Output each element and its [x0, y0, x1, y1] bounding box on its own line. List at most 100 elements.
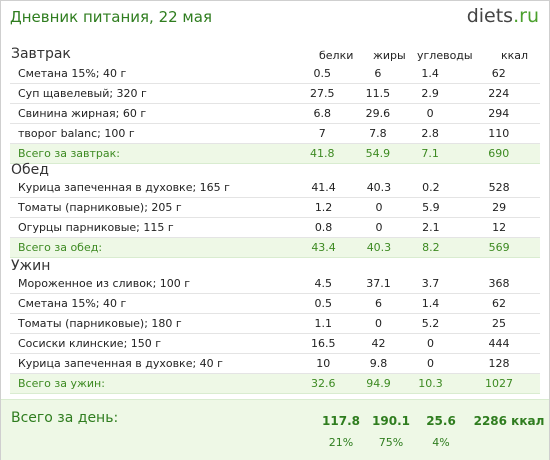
day-fat-percent: 75%: [378, 436, 404, 449]
table-row: Курица запеченная в духовке; 40 г 10 9.8…: [10, 353, 540, 374]
carbs-value: 5.2: [403, 313, 458, 334]
table-row: Суп щавелевый; 320 г 27.5 11.5 2.9 224: [10, 83, 540, 104]
logo-tld: .ru: [513, 5, 539, 27]
lunch-table: Курица запеченная в духовке; 165 г 41.4 …: [10, 178, 540, 258]
kcal-value: 12: [458, 217, 540, 238]
protein-value: 41.4: [292, 178, 355, 198]
kcal-value: 294: [457, 103, 540, 124]
fat-value: 0: [354, 217, 404, 238]
day-total-carbs: 25.6: [426, 414, 456, 428]
day-protein-percent: 21%: [328, 436, 354, 449]
table-row: Мороженное из сливок; 100 г 4.5 37.1 3.7…: [10, 274, 540, 294]
protein-value: 4.5: [292, 274, 355, 294]
table-row: Томаты (парниковые); 180 г 1.1 0 5.2 25: [10, 313, 540, 334]
total-fat: 94.9: [354, 373, 404, 394]
total-protein: 32.6: [292, 373, 355, 394]
kcal-value: 528: [458, 178, 540, 198]
protein-value: 0.5: [292, 293, 355, 314]
fat-value: 37.1: [354, 274, 404, 294]
site-logo[interactable]: diets.ru: [467, 5, 539, 27]
fat-value: 29.6: [353, 103, 403, 124]
carbs-value: 0: [402, 103, 458, 124]
day-carbs-percent: 4%: [432, 436, 450, 449]
kcal-value: 29: [458, 197, 540, 218]
day-total-kcal: 2286 ккал: [473, 414, 545, 428]
table-row: Сметана 15%; 40 г 0.5 6 1.4 62: [10, 64, 540, 84]
section-title-lunch: Обед: [11, 162, 49, 178]
total-protein: 43.4: [292, 237, 355, 258]
kcal-value: 224: [457, 83, 540, 104]
kcal-value: 62: [457, 64, 540, 84]
food-name: Суп щавелевый; 320 г: [10, 83, 292, 104]
carbs-value: 1.4: [402, 64, 458, 84]
fat-value: 11.5: [353, 83, 403, 104]
carbs-value: 5.9: [403, 197, 459, 218]
breakfast-table: Сметана 15%; 40 г 0.5 6 1.4 62 Суп щавел…: [10, 64, 540, 164]
table-row: Курица запеченная в духовке; 165 г 41.4 …: [10, 178, 540, 198]
carbs-value: 2.1: [403, 217, 459, 238]
section-total-row: Всего за завтрак: 41.8 54.9 7.1 690: [10, 143, 540, 164]
carbs-value: 0: [403, 353, 458, 374]
logo-main: diets: [466, 5, 514, 27]
column-header-kcal: ккал: [501, 49, 529, 62]
table-row: Сметана 15%; 40 г 0.5 6 1.4 62: [10, 293, 540, 314]
fat-value: 40.3: [354, 178, 404, 198]
total-carbs: 10.3: [403, 373, 458, 394]
total-label: Всего за ужин:: [10, 373, 293, 394]
protein-value: 16.5: [292, 333, 355, 354]
carbs-value: 1.4: [403, 293, 458, 314]
food-name: Сметана 15%; 40 г: [10, 64, 292, 84]
carbs-value: 2.8: [402, 123, 458, 144]
fat-value: 0: [354, 313, 404, 334]
kcal-value: 368: [457, 274, 540, 294]
food-name: творог balanc; 100 г: [10, 123, 292, 144]
fat-value: 42: [354, 333, 404, 354]
protein-value: 27.5: [291, 83, 354, 104]
carbs-value: 2.9: [402, 83, 458, 104]
fat-value: 6: [353, 64, 403, 84]
table-row: Огурцы парниковые; 115 г 0.8 0 2.1 12: [10, 217, 540, 238]
section-total-row: Всего за ужин: 32.6 94.9 10.3 1027: [10, 373, 540, 394]
protein-value: 1.1: [292, 313, 355, 334]
day-total-panel: Всего за день: 117.8 190.1 25.6 2286 кка…: [1, 399, 549, 460]
total-kcal: 690: [457, 143, 540, 164]
table-row: Сосиски клинские; 150 г 16.5 42 0 444: [10, 333, 540, 354]
dinner-table: Мороженное из сливок; 100 г 4.5 37.1 3.7…: [10, 274, 540, 394]
section-title-dinner: Ужин: [11, 258, 51, 274]
total-fat: 54.9: [353, 143, 403, 164]
food-name: Огурцы парниковые; 115 г: [10, 217, 293, 238]
table-row: Томаты (парниковые); 205 г 1.2 0 5.9 29: [10, 197, 540, 218]
kcal-value: 444: [457, 333, 540, 354]
kcal-value: 62: [457, 293, 540, 314]
food-name: Курица запеченная в духовке; 40 г: [10, 353, 293, 374]
food-name: Свинина жирная; 60 г: [10, 103, 292, 124]
column-header-carbs: углеводы: [417, 49, 473, 62]
protein-value: 10: [292, 353, 355, 374]
protein-value: 0.8: [292, 217, 355, 238]
table-row: творог balanc; 100 г 7 7.8 2.8 110: [10, 123, 540, 144]
total-kcal: 569: [458, 237, 540, 258]
column-header-protein: белки: [319, 49, 354, 62]
kcal-value: 128: [457, 353, 540, 374]
protein-value: 0.5: [291, 64, 354, 84]
food-name: Томаты (парниковые); 205 г: [10, 197, 293, 218]
column-header-fat: жиры: [373, 49, 406, 62]
total-protein: 41.8: [291, 143, 354, 164]
total-fat: 40.3: [354, 237, 404, 258]
fat-value: 9.8: [354, 353, 404, 374]
total-carbs: 8.2: [403, 237, 459, 258]
total-label: Всего за обед:: [10, 237, 293, 258]
protein-value: 1.2: [292, 197, 355, 218]
protein-value: 6.8: [291, 103, 354, 124]
total-label: Всего за завтрак:: [10, 143, 292, 164]
section-total-row: Всего за обед: 43.4 40.3 8.2 569: [10, 237, 540, 258]
fat-value: 6: [354, 293, 404, 314]
total-carbs: 7.1: [402, 143, 458, 164]
food-name: Томаты (парниковые); 180 г: [10, 313, 293, 334]
day-total-protein: 117.8: [322, 414, 360, 428]
carbs-value: 0.2: [403, 178, 459, 198]
food-name: Мороженное из сливок; 100 г: [10, 274, 293, 294]
carbs-value: 3.7: [403, 274, 458, 294]
food-name: Курица запеченная в духовке; 165 г: [10, 178, 293, 198]
